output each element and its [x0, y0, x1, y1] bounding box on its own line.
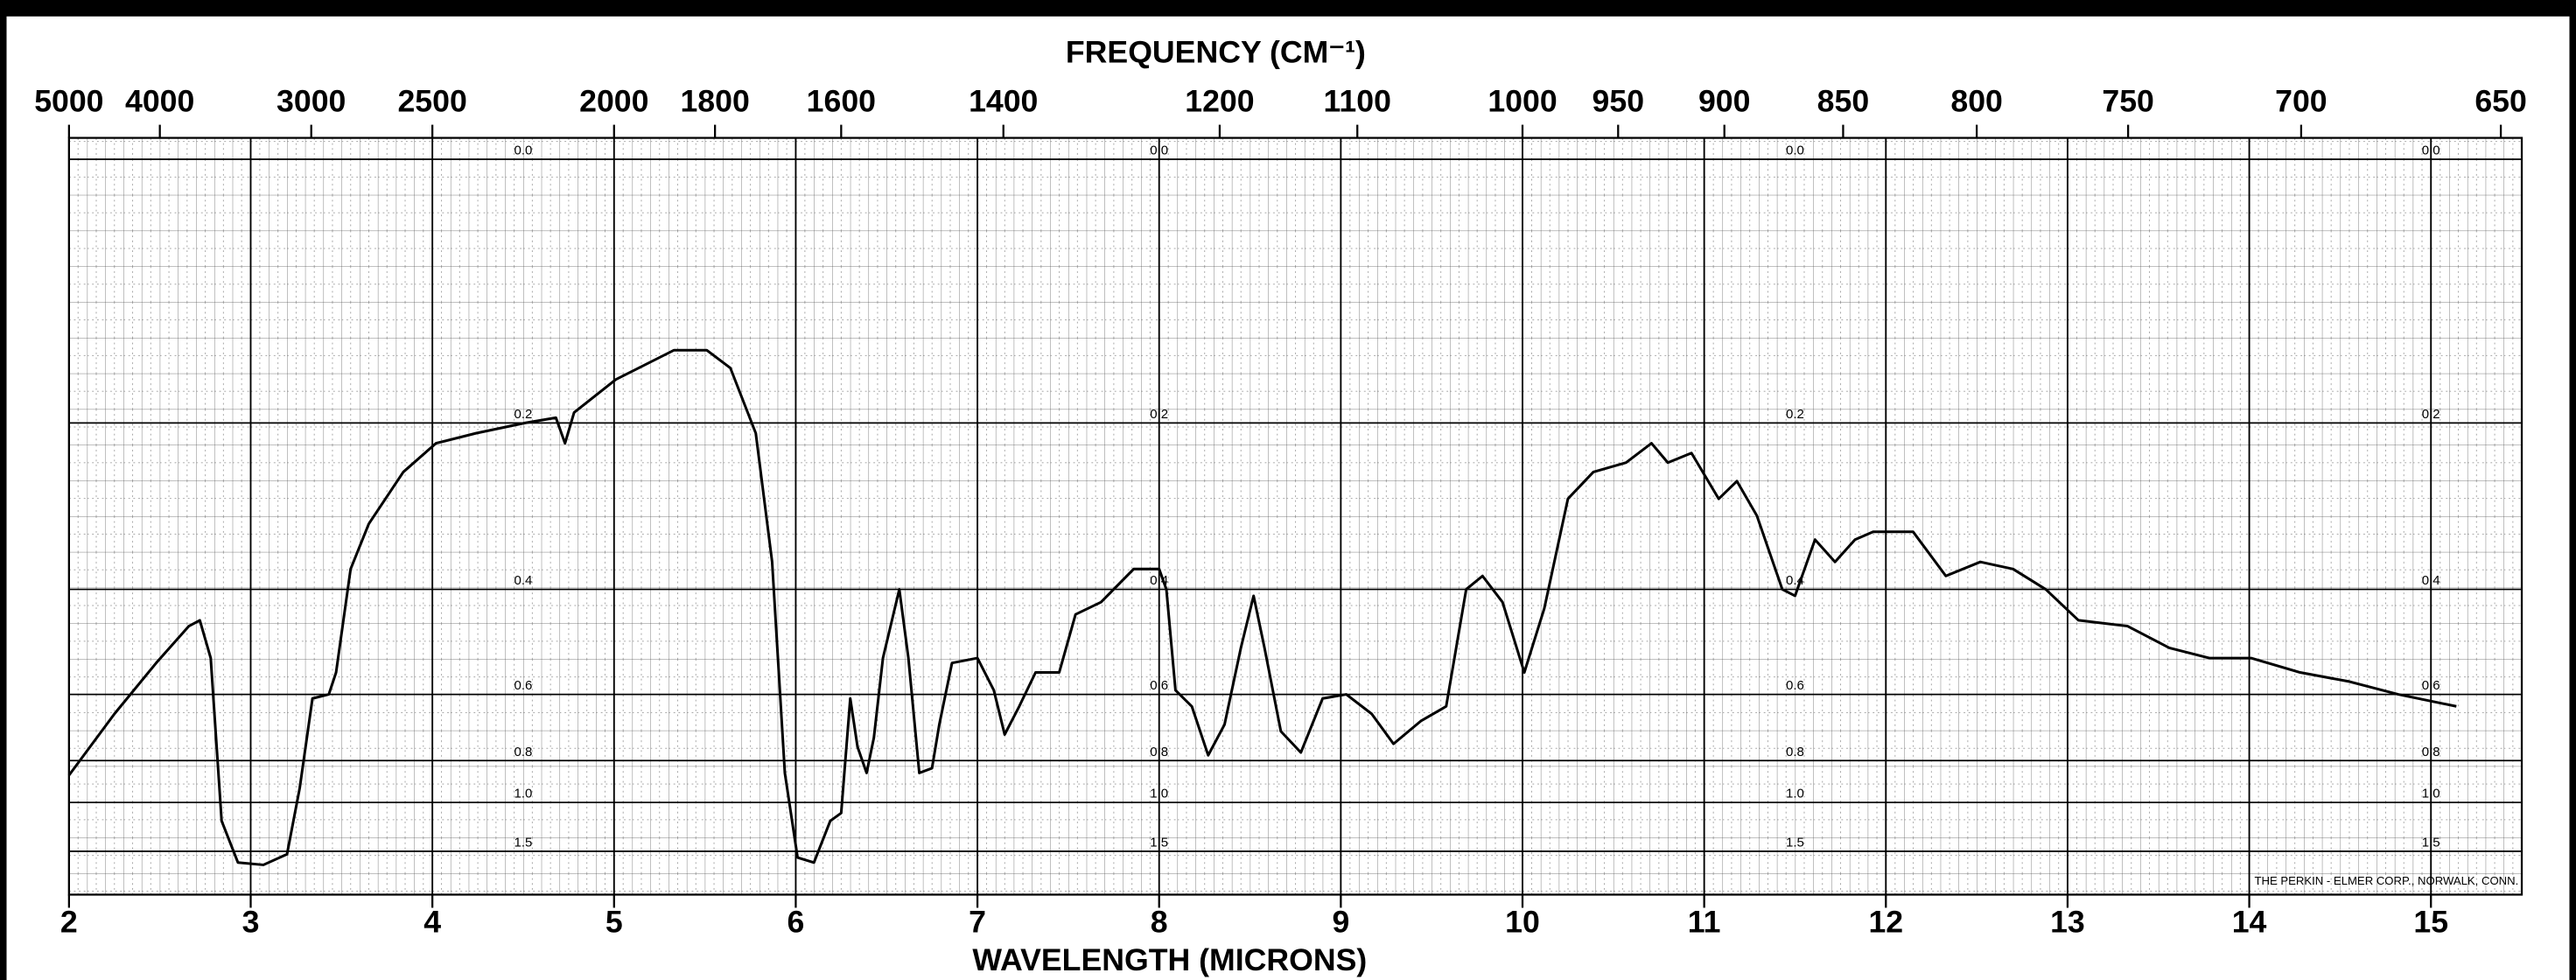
x-tick-label: 5	[606, 905, 623, 940]
y-tick-label: 0.6	[2422, 678, 2440, 693]
x-tick-label: 12	[1868, 905, 1903, 940]
y-tick-label: 0.6	[1786, 678, 1804, 693]
y-tick-label: 0.6	[1150, 678, 1168, 693]
x-axis-title: WAVELENGTH (MICRONS)	[972, 942, 1367, 977]
y-tick-label: 0.0	[1150, 144, 1168, 158]
x-tick-label: 10	[1505, 905, 1540, 940]
x2-tick-label: 650	[2474, 84, 2526, 119]
x2-tick-label: 5000	[34, 84, 103, 119]
y-tick-label: 0.2	[514, 407, 533, 422]
y-tick-label: 0.2	[1150, 407, 1168, 422]
x-tick-label: 6	[788, 905, 805, 940]
x2-tick-label: 1000	[1488, 84, 1557, 119]
y-tick-label: 1.5	[514, 835, 533, 850]
annotation: THE PERKIN - ELMER CORP., NORWALK, CONN.	[2254, 874, 2518, 887]
y-tick-label: 0.4	[2422, 573, 2440, 588]
y-tick-label: 1.5	[1150, 835, 1168, 850]
y-tick-label: 0.8	[2422, 745, 2440, 760]
x-tick-label: 9	[1332, 905, 1349, 940]
y-tick-label: 0.4	[514, 573, 533, 588]
spectrum-line	[67, 348, 2457, 866]
x2-tick-label: 1100	[1324, 84, 1391, 119]
x2-tick-label: 950	[1592, 84, 1644, 119]
x2-tick-label: 800	[1950, 84, 2002, 119]
x-tick-label: 7	[969, 905, 986, 940]
x2-tick-label: 1600	[807, 84, 876, 119]
y-tick-label: 0.8	[514, 745, 533, 760]
x2-tick-label: 1400	[969, 84, 1038, 119]
x2-tick-label: 850	[1817, 84, 1869, 119]
y-tick-label: 0.8	[1150, 745, 1168, 760]
x2-tick-label: 700	[2275, 84, 2327, 119]
x-tick-label: 2	[60, 905, 78, 940]
y-tick-label: 0.8	[1786, 745, 1804, 760]
x-tick-label: 14	[2232, 905, 2267, 940]
x-tick-label: 4	[424, 905, 441, 940]
y-tick-label: 1.5	[2422, 835, 2440, 850]
top-axis-title: FREQUENCY (CM⁻¹)	[1066, 34, 1366, 69]
x2-tick-label: 900	[1698, 84, 1750, 119]
x2-tick-label: 1800	[680, 84, 749, 119]
y-tick-label: 0.0	[1786, 144, 1804, 158]
x2-tick-label: 2500	[397, 84, 466, 119]
x2-tick-label: 1200	[1185, 84, 1254, 119]
y-tick-label: 1.0	[1786, 787, 1804, 802]
y-tick-label: 1.0	[2422, 787, 2440, 802]
y-tick-label: 0.0	[514, 144, 533, 158]
plot-frame	[67, 136, 2524, 896]
y-tick-label: 1.5	[1786, 835, 1804, 850]
y-tick-label: 0.6	[514, 678, 533, 693]
y-tick-label: 0.2	[1786, 407, 1804, 422]
x2-tick-label: 3000	[276, 84, 346, 119]
x-tick-label: 13	[2050, 905, 2085, 940]
y-tick-label: 1.0	[514, 787, 533, 802]
y-tick-label: 0.2	[2422, 407, 2440, 422]
y-tick-label: 1.0	[1150, 787, 1168, 802]
x-tick-label: 11	[1688, 905, 1721, 940]
y-tick-label: 0.0	[2422, 144, 2440, 158]
x2-tick-label: 750	[2102, 84, 2153, 119]
x-tick-label: 15	[2413, 905, 2448, 940]
x-tick-label: 3	[242, 905, 260, 940]
x-tick-label: 8	[1151, 905, 1168, 940]
x2-tick-label: 2000	[579, 84, 648, 119]
x2-tick-label: 4000	[125, 84, 194, 119]
